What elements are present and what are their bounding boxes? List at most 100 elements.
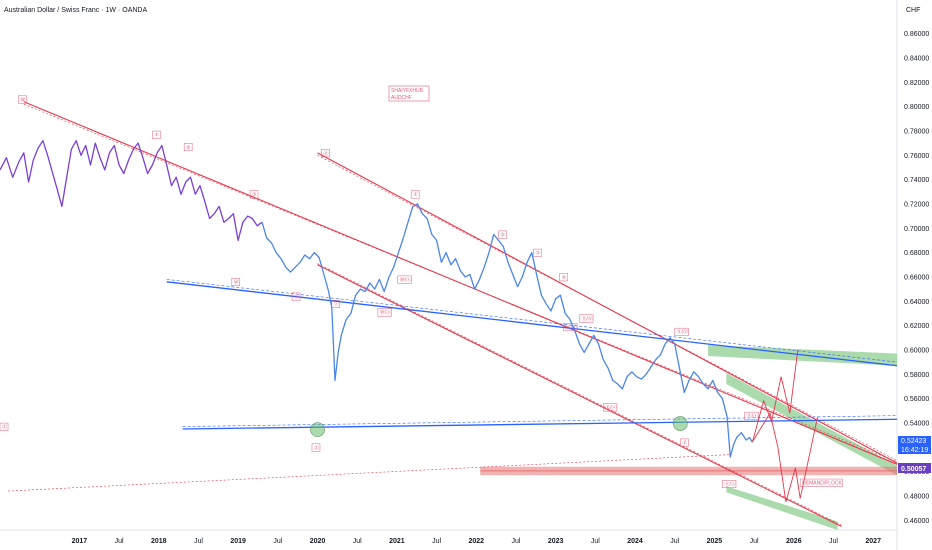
wave-label-box bbox=[311, 443, 321, 452]
wave-label-box bbox=[722, 480, 737, 489]
time-tick-label: 2025 bbox=[707, 538, 723, 545]
price-tick-label: 0.48000 bbox=[904, 493, 929, 500]
channel-lower-line bbox=[317, 264, 842, 527]
price-tick-label: 0.76000 bbox=[904, 153, 929, 160]
wave-label: Ⓦ/ⓧ bbox=[380, 309, 391, 316]
price-tick-label: 0.82000 bbox=[904, 80, 929, 87]
wave-label: Ⓨ/ⓧ bbox=[605, 404, 616, 411]
time-tick-label: Jul bbox=[670, 538, 679, 545]
price-tick-label: 0.74000 bbox=[904, 177, 929, 184]
wave-label: ① bbox=[413, 192, 418, 198]
wave-label: Ⓩ bbox=[2, 424, 7, 431]
countdown-tag-bg bbox=[898, 445, 931, 454]
wave-label-box bbox=[0, 422, 9, 431]
time-tick-label: Jul bbox=[194, 538, 203, 545]
wave-label-box bbox=[18, 95, 27, 104]
wave-label: ① bbox=[154, 133, 159, 139]
wave-label-box bbox=[331, 299, 341, 308]
time-tick-label: 2022 bbox=[468, 538, 484, 545]
time-tick-label: 2026 bbox=[786, 538, 802, 545]
highlight-circle bbox=[310, 422, 325, 437]
time-tick-label: 2024 bbox=[627, 538, 643, 545]
time-tick-label: Jul bbox=[750, 538, 759, 545]
watermark-box bbox=[388, 85, 430, 102]
currency-label: CHF bbox=[906, 7, 920, 14]
price-series-2016-2019 bbox=[0, 140, 263, 242]
price-tick-label: 0.64000 bbox=[904, 299, 929, 306]
wave-label: Ⓩ bbox=[682, 439, 687, 446]
wave-label: Ⓦ/ⓧ bbox=[400, 276, 411, 283]
wave-label-box bbox=[579, 314, 594, 323]
blue-trendline-upper-dashed bbox=[166, 279, 898, 363]
wave-label: Ⓨ/ⓧ bbox=[747, 413, 758, 420]
time-tick-label: Jul bbox=[432, 538, 441, 545]
time-tick-label: Jul bbox=[115, 538, 124, 545]
wave-label-box bbox=[291, 292, 301, 301]
drawing-lines-layer bbox=[7, 101, 898, 527]
wave-label-box bbox=[559, 273, 568, 282]
wave-label-box bbox=[563, 323, 578, 332]
channel-upper-line bbox=[23, 101, 898, 465]
lower-green-zone bbox=[726, 486, 838, 530]
projection-layer bbox=[752, 349, 819, 503]
wave-label: ⓧ bbox=[334, 301, 339, 308]
price-tick-label: 0.78000 bbox=[904, 128, 929, 135]
wave-label: ② bbox=[186, 145, 191, 151]
wave-label-box bbox=[397, 275, 412, 284]
wave-label: DEMAND/FLOCK bbox=[802, 481, 842, 487]
wave-label-box bbox=[603, 403, 618, 412]
wave-label: ③ bbox=[535, 251, 540, 257]
wave-label-box bbox=[377, 308, 392, 317]
marks-layer bbox=[310, 416, 688, 437]
blue-trendline-lower-dashed bbox=[182, 415, 898, 427]
last-price-tag-bg bbox=[898, 436, 931, 445]
last-price-value: 0.52423 bbox=[901, 438, 926, 445]
price-tick-label: 0.80000 bbox=[904, 104, 929, 111]
price-tick-label: 0.56000 bbox=[904, 396, 929, 403]
chart-title: Australian Dollar / Swiss Franc · 1W · O… bbox=[4, 7, 147, 14]
time-tick-label: Jul bbox=[511, 538, 520, 545]
time-tick-label: 2020 bbox=[310, 538, 326, 545]
wave-label: Ⓨ/Ⓥ bbox=[566, 324, 577, 331]
wave-label-box bbox=[152, 130, 161, 139]
wave-label: Ⓨ/Ⓥ bbox=[581, 315, 592, 322]
wave-label-box bbox=[744, 411, 759, 420]
wave-label-box bbox=[674, 327, 689, 336]
price-tick-label: 0.68000 bbox=[904, 250, 929, 257]
wave-label-box bbox=[183, 143, 193, 151]
wave-label: Ⓨ/Ⓥ bbox=[677, 329, 688, 336]
wave-label: Ⓨ/ⓧ bbox=[724, 481, 735, 488]
wave-label: ④ bbox=[562, 275, 567, 281]
price-tick-label: 0.70000 bbox=[904, 226, 929, 233]
price-tick-label: 0.66000 bbox=[904, 274, 929, 281]
wave-label: Ⓦ bbox=[20, 96, 25, 103]
wave-label: Ⓦ bbox=[234, 279, 239, 286]
channel-lower-dashed bbox=[317, 263, 842, 526]
price-tick-label: 0.46000 bbox=[904, 518, 929, 525]
wave-label: ② bbox=[501, 232, 506, 238]
price-tick-label: 0.60000 bbox=[904, 347, 929, 354]
price-tick-label: 0.58000 bbox=[904, 372, 929, 379]
wave-label: ③ bbox=[252, 192, 257, 198]
middle-green-zone bbox=[726, 373, 897, 476]
level-price-tag: 0.50057 bbox=[898, 463, 931, 473]
time-tick-label: 2021 bbox=[389, 538, 405, 545]
last-price-tag: 0.52423 16:42:19 bbox=[898, 436, 931, 454]
watermark-line-2: AUDCHF bbox=[391, 95, 412, 101]
time-tick-label: Jul bbox=[353, 538, 362, 545]
level-price-value: 0.50057 bbox=[901, 466, 926, 473]
projected-path-2 bbox=[752, 412, 819, 503]
price-tick-label: 0.54000 bbox=[904, 420, 929, 427]
time-tick-label: 2023 bbox=[548, 538, 564, 545]
time-tick-label: 2027 bbox=[865, 538, 881, 545]
blue-trendline-lower bbox=[182, 418, 898, 430]
highlight-circle bbox=[672, 416, 688, 431]
level-price-tag-bg bbox=[898, 463, 931, 473]
annotations-layer: Ⓦ ① ② ③ Ⓧ ① ② ③ ④ Ⓦ Ⓨⓧ Ⓦ/ⓧ Ⓦ/ⓧ Ⓨ/Ⓥ Ⓨ/Ⓥ Ⓨ/Ⓥ Ⓨ/ⓧ Ⓨ/ⓧ Ⓩ Ⓩ Ⓩ Ⓨ/ⓧ D… bbox=[0, 95, 843, 489]
time-tick-label: 2019 bbox=[230, 538, 246, 545]
time-tick-label: Jul bbox=[829, 538, 838, 545]
price-tick-label: 0.62000 bbox=[904, 323, 929, 330]
time-tick-label: Jul bbox=[591, 538, 600, 545]
